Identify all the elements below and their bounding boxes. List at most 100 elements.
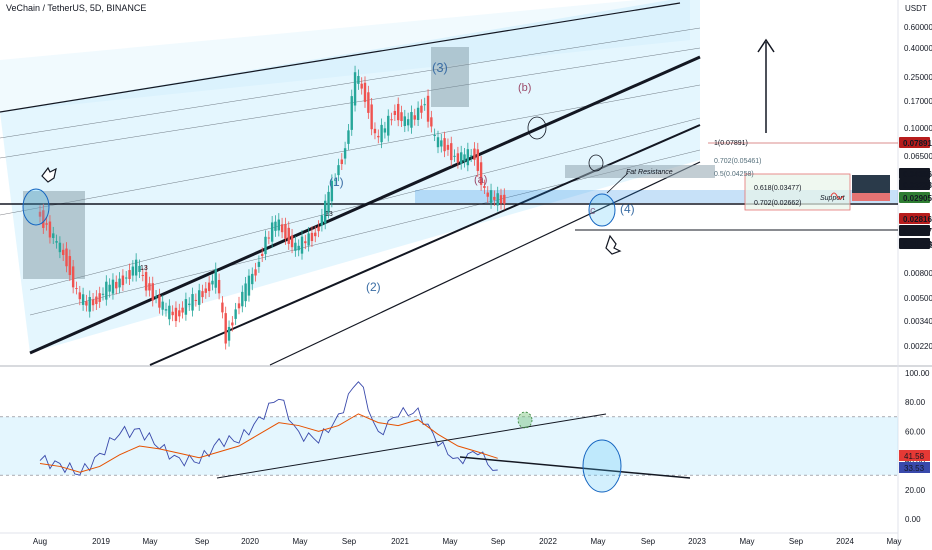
candle-body: [460, 152, 463, 164]
candle-body: [48, 221, 52, 238]
candle-body: [131, 266, 135, 276]
candle-body: [387, 115, 390, 136]
time-tick-label: May: [292, 537, 307, 546]
price-tick-label: 0.25000: [904, 73, 932, 82]
rsi-ma-line: [39, 413, 498, 473]
candle-body: [111, 279, 115, 294]
time-tick-label: May: [142, 537, 157, 546]
candle-body: [463, 154, 466, 162]
fib-level-0702b: 0.702(0.02662): [754, 200, 801, 207]
candle-body: [307, 233, 310, 246]
candle-body: [108, 284, 111, 292]
candle-body: [367, 92, 370, 113]
channel-subline-2: [0, 84, 701, 216]
candle-body: [383, 128, 387, 133]
time-tick-label: Sep: [641, 537, 656, 546]
candle-body: [377, 135, 380, 138]
candle-body: [141, 274, 144, 276]
candle-body: [204, 288, 207, 293]
hand-pointer-icon: [605, 234, 622, 255]
count-label: 13: [325, 211, 333, 218]
price-badge: [899, 168, 930, 179]
candle-body: [144, 272, 148, 291]
price-tick-label: 0.06500: [904, 152, 932, 161]
fib-box: [744, 173, 851, 211]
candle-body: [161, 301, 164, 310]
candle-body: [416, 107, 420, 120]
channel-mid-bold-line: [29, 55, 701, 355]
candle-body: [234, 309, 237, 319]
price-tick-label: 0.40000: [904, 44, 932, 53]
candle-body: [297, 245, 300, 251]
candle-body: [184, 299, 188, 315]
candle-body: [154, 296, 158, 298]
price-tick-label: 0.00500: [904, 294, 932, 303]
candle-body: [440, 140, 443, 147]
candle-body: [433, 135, 436, 137]
time-tick-label: May: [886, 537, 901, 546]
fib-level-1: 1(0.07891): [714, 140, 748, 147]
candle-body: [304, 241, 307, 244]
rsi-line: [39, 381, 498, 476]
rsi-tick-label: 0.00: [905, 515, 921, 524]
candle-body: [254, 269, 257, 276]
projection-box-dark: [852, 175, 890, 193]
wave-label-3: (3): [432, 60, 448, 75]
candle-body: [479, 162, 483, 185]
candle-body: [423, 104, 426, 106]
candle-body: [81, 294, 85, 305]
candle-body: [105, 281, 108, 300]
time-tick-label: 2021: [391, 537, 409, 546]
channel-fill: [0, 0, 700, 353]
candle-body: [450, 143, 453, 161]
price-badge: [899, 213, 930, 224]
channel-upper-line: [0, 2, 681, 113]
candle-body: [227, 326, 231, 341]
candle-body: [178, 310, 181, 317]
price-badge-label: 0.02816: [903, 215, 932, 224]
candle-body: [71, 266, 75, 288]
candle-body: [390, 119, 393, 121]
price-badge-label: 0.04396: [903, 170, 932, 179]
rsi-tick-label: 100.00: [905, 369, 930, 378]
candle-body: [267, 237, 271, 239]
candle-body: [251, 273, 254, 285]
candle-body: [446, 144, 450, 150]
rsi-tick-label: 40.00: [905, 457, 926, 466]
candle-body: [294, 242, 297, 251]
candle-body: [231, 322, 234, 326]
price-tick-label: 0.00340: [904, 317, 932, 326]
hand-pointer-icon: [41, 166, 57, 183]
candle-body: [270, 222, 274, 242]
rsi-tick-label: 20.00: [905, 486, 926, 495]
candle-body: [171, 311, 174, 316]
time-tick-label: Sep: [491, 537, 506, 546]
price-tick-label: 0.10000: [904, 124, 932, 133]
rsi-badge-label: 33.53: [904, 464, 925, 473]
up-arrow-head: [757, 38, 775, 53]
candle-body: [65, 248, 68, 267]
candle-body: [400, 112, 403, 122]
candle-body: [118, 278, 121, 288]
candle-body: [201, 291, 204, 298]
candle-body: [397, 103, 400, 121]
candle-body: [410, 112, 413, 128]
candle-body: [317, 226, 320, 232]
candle-body: [496, 193, 499, 206]
candle-body: [151, 283, 154, 301]
candle-body: [453, 155, 456, 157]
rsi-highlight-circle: [582, 439, 622, 493]
time-tick-label: 2023: [688, 537, 706, 546]
candle-body: [314, 232, 317, 237]
price-badge: [899, 179, 930, 190]
candle-body: [499, 195, 503, 204]
channel-subline-1: [0, 47, 701, 159]
candle-body: [42, 210, 45, 228]
candle-body: [280, 224, 284, 233]
candle-body: [207, 282, 211, 292]
candle-body: [413, 115, 416, 120]
candle-body: [350, 96, 353, 130]
candle-body: [493, 196, 496, 200]
candle-body: [370, 104, 373, 130]
